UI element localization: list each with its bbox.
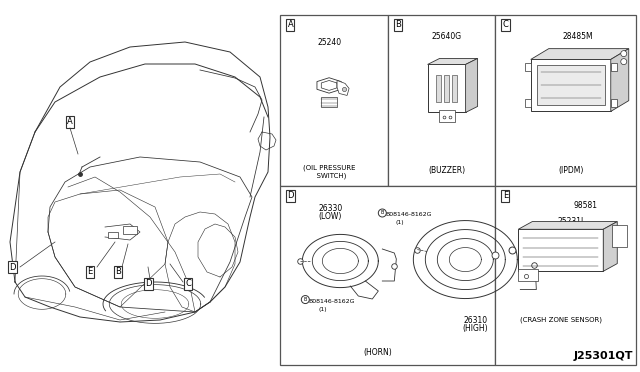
Polygon shape bbox=[317, 78, 341, 93]
Text: 26310: 26310 bbox=[463, 315, 488, 324]
Bar bbox=[537, 65, 605, 105]
Text: B08146-8162G: B08146-8162G bbox=[308, 299, 355, 304]
Bar bbox=[321, 97, 337, 108]
Polygon shape bbox=[611, 49, 628, 112]
Text: (CRASH ZONE SENSOR): (CRASH ZONE SENSOR) bbox=[520, 316, 602, 323]
Circle shape bbox=[301, 296, 309, 304]
Text: E: E bbox=[88, 267, 93, 276]
Text: (LOW): (LOW) bbox=[319, 212, 342, 221]
Circle shape bbox=[621, 59, 627, 65]
Bar bbox=[525, 99, 531, 108]
Bar bbox=[611, 64, 617, 71]
Polygon shape bbox=[531, 49, 628, 60]
Bar bbox=[438, 110, 454, 122]
Text: D: D bbox=[145, 279, 151, 289]
Text: 25231L: 25231L bbox=[558, 217, 586, 226]
Polygon shape bbox=[518, 222, 617, 229]
Text: E: E bbox=[503, 192, 508, 201]
Text: (HORN): (HORN) bbox=[364, 348, 392, 357]
Bar bbox=[612, 225, 627, 247]
Bar bbox=[531, 60, 611, 112]
Text: B: B bbox=[303, 297, 307, 302]
Text: (1): (1) bbox=[318, 307, 327, 312]
Bar bbox=[444, 75, 449, 102]
Bar bbox=[495, 15, 636, 186]
Circle shape bbox=[378, 209, 387, 217]
Bar bbox=[452, 75, 457, 102]
Polygon shape bbox=[466, 58, 477, 112]
Text: 98581: 98581 bbox=[574, 201, 598, 210]
Polygon shape bbox=[604, 222, 617, 271]
Bar bbox=[280, 186, 495, 365]
Text: B: B bbox=[381, 211, 384, 215]
Bar bbox=[518, 229, 604, 271]
Text: 26330: 26330 bbox=[318, 204, 342, 213]
Text: (IPDM): (IPDM) bbox=[558, 167, 584, 176]
Text: D: D bbox=[287, 192, 294, 201]
Text: 28485M: 28485M bbox=[563, 32, 593, 41]
Bar bbox=[525, 64, 531, 71]
Text: (1): (1) bbox=[396, 220, 404, 225]
Text: C: C bbox=[502, 20, 508, 29]
Bar bbox=[428, 64, 466, 112]
Polygon shape bbox=[428, 58, 477, 64]
Bar bbox=[518, 269, 538, 281]
Circle shape bbox=[621, 51, 627, 57]
Polygon shape bbox=[337, 80, 349, 96]
Text: C: C bbox=[185, 279, 191, 289]
Text: A: A bbox=[287, 20, 293, 29]
Bar bbox=[280, 15, 388, 186]
Bar bbox=[123, 226, 137, 234]
Bar bbox=[388, 15, 495, 186]
Bar bbox=[495, 186, 636, 365]
Text: 25640G: 25640G bbox=[431, 32, 461, 41]
Text: (HIGH): (HIGH) bbox=[463, 324, 488, 333]
Text: (OIL PRESSURE: (OIL PRESSURE bbox=[303, 165, 355, 171]
Text: B08146-8162G: B08146-8162G bbox=[385, 212, 432, 217]
Text: A: A bbox=[67, 118, 73, 126]
Bar bbox=[611, 99, 617, 108]
Text: 253858: 253858 bbox=[554, 263, 582, 272]
Bar bbox=[436, 75, 441, 102]
Text: (BUZZER): (BUZZER) bbox=[428, 167, 465, 176]
Text: SWITCH): SWITCH) bbox=[312, 173, 346, 179]
Bar bbox=[108, 232, 118, 238]
Text: J25301QT: J25301QT bbox=[574, 351, 634, 361]
Text: B: B bbox=[395, 20, 401, 29]
Text: B: B bbox=[115, 267, 121, 276]
Text: D: D bbox=[9, 263, 15, 272]
Text: 25240: 25240 bbox=[317, 38, 341, 47]
